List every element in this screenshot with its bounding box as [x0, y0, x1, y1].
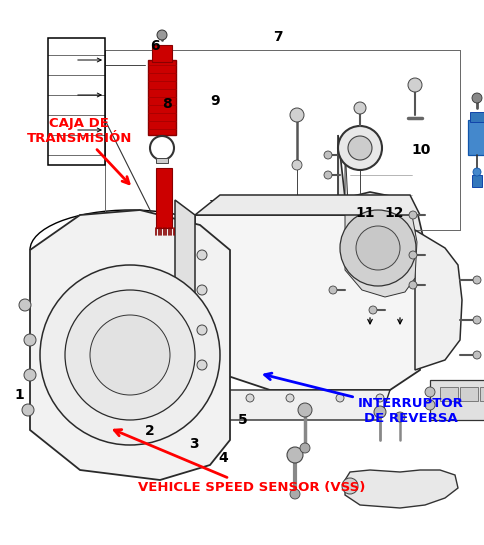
Circle shape	[342, 478, 358, 494]
Circle shape	[376, 394, 384, 402]
Text: 10: 10	[411, 143, 431, 157]
Circle shape	[324, 171, 332, 179]
Circle shape	[473, 276, 481, 284]
Circle shape	[298, 403, 312, 417]
Bar	[430, 380, 484, 420]
Circle shape	[24, 334, 36, 346]
Bar	[152, 45, 172, 62]
Circle shape	[65, 290, 195, 420]
Circle shape	[290, 489, 300, 499]
Circle shape	[472, 93, 482, 103]
Polygon shape	[30, 210, 230, 480]
Circle shape	[369, 306, 377, 314]
Bar	[156, 158, 168, 163]
Bar	[468, 120, 484, 155]
Bar	[480, 387, 484, 401]
Circle shape	[300, 443, 310, 453]
Polygon shape	[195, 215, 420, 390]
Bar	[470, 112, 484, 122]
Text: CAJA DE
TRANSMISIÓN: CAJA DE TRANSMISIÓN	[27, 117, 132, 184]
Text: 12: 12	[385, 205, 404, 220]
Circle shape	[425, 400, 435, 410]
Text: INTERRUPTOR
DE REVERSA: INTERRUPTOR DE REVERSA	[265, 373, 464, 426]
Bar	[440, 387, 458, 401]
Polygon shape	[415, 230, 462, 370]
Text: 8: 8	[162, 96, 172, 111]
Circle shape	[356, 226, 400, 270]
Text: 2: 2	[145, 423, 155, 438]
Circle shape	[197, 325, 207, 335]
Bar	[472, 175, 482, 187]
Bar	[148, 60, 176, 135]
Polygon shape	[345, 470, 458, 508]
Text: 6: 6	[150, 39, 160, 53]
Circle shape	[90, 315, 170, 395]
Circle shape	[395, 412, 405, 422]
Text: 3: 3	[189, 437, 198, 451]
Circle shape	[292, 160, 302, 170]
Text: 11: 11	[356, 205, 375, 220]
Circle shape	[22, 404, 34, 416]
Circle shape	[24, 369, 36, 381]
Circle shape	[409, 281, 417, 289]
Circle shape	[338, 126, 382, 170]
Circle shape	[354, 102, 366, 114]
Polygon shape	[195, 195, 420, 215]
Circle shape	[409, 251, 417, 259]
Text: VEHICLE SPEED SENSOR (VSS): VEHICLE SPEED SENSOR (VSS)	[114, 429, 365, 494]
Circle shape	[197, 360, 207, 370]
Circle shape	[286, 394, 294, 402]
Circle shape	[324, 151, 332, 159]
Circle shape	[246, 394, 254, 402]
Circle shape	[336, 394, 344, 402]
Bar	[156, 168, 172, 228]
Circle shape	[473, 168, 481, 176]
Circle shape	[473, 351, 481, 359]
Polygon shape	[175, 200, 195, 350]
Circle shape	[425, 387, 435, 397]
Polygon shape	[210, 390, 390, 420]
Text: 5: 5	[238, 413, 248, 427]
Polygon shape	[338, 135, 425, 310]
Circle shape	[40, 265, 220, 445]
Circle shape	[348, 136, 372, 160]
Circle shape	[157, 30, 167, 40]
Circle shape	[19, 299, 31, 311]
Circle shape	[408, 78, 422, 92]
Circle shape	[197, 250, 207, 260]
Circle shape	[473, 316, 481, 324]
Circle shape	[409, 211, 417, 219]
Circle shape	[374, 406, 386, 418]
Circle shape	[197, 285, 207, 295]
Circle shape	[340, 210, 416, 286]
Text: 9: 9	[211, 94, 220, 108]
Text: 4: 4	[219, 451, 228, 465]
Bar	[460, 387, 478, 401]
Polygon shape	[345, 145, 417, 297]
Circle shape	[287, 447, 303, 463]
Text: 1: 1	[15, 388, 24, 402]
Circle shape	[290, 108, 304, 122]
Text: 7: 7	[273, 30, 283, 44]
Circle shape	[329, 286, 337, 294]
